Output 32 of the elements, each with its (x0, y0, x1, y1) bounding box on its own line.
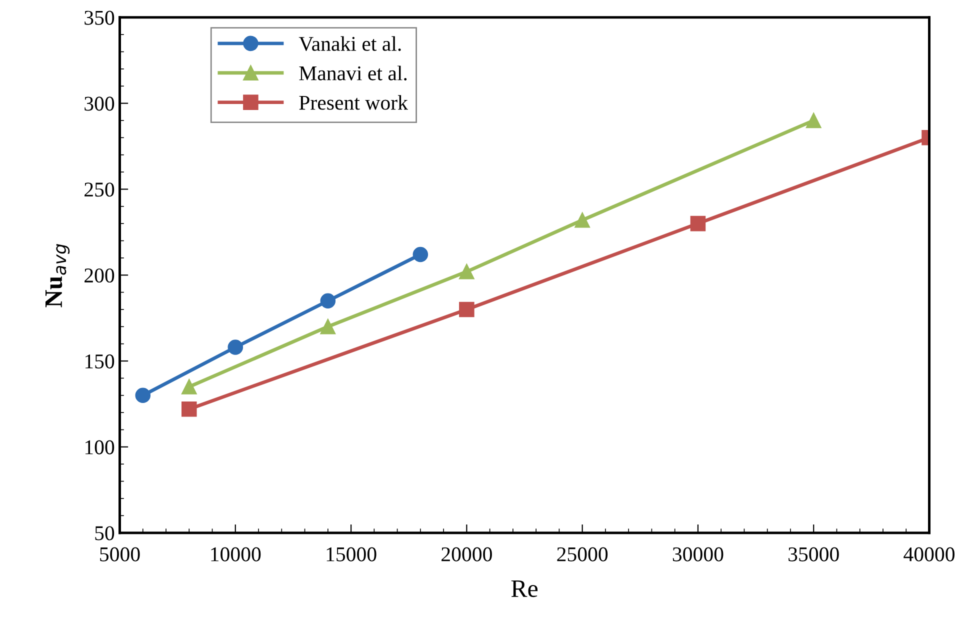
y-tick-label: 150 (85, 354, 114, 368)
point (574, 212, 590, 228)
x-tick-label: 25000 (557, 547, 608, 562)
y-tick-label: 300 (84, 96, 114, 111)
y-tick-label: 100 (85, 440, 114, 454)
legend-label: Present work (299, 95, 408, 110)
point (228, 340, 244, 355)
y-tick-label: 350 (84, 10, 114, 25)
y-axis-title: Nu$_{avg}$ (46, 244, 70, 308)
point (459, 264, 474, 280)
legend-label: Manavi et al. (299, 66, 407, 80)
point (412, 246, 428, 262)
point (181, 401, 197, 417)
point (459, 302, 474, 318)
x-tick-label: 10000 (211, 547, 261, 562)
x-tick-label: 35000 (788, 547, 839, 562)
point (690, 216, 706, 232)
y-tick-label: 50 (95, 526, 114, 540)
y-tick-label: 200 (84, 268, 114, 283)
point (320, 293, 336, 309)
x-tick-label: 5000 (100, 547, 140, 562)
x-tick-label: 20000 (442, 547, 492, 562)
point (181, 379, 197, 394)
point (135, 388, 151, 404)
x-tick-label: 40000 (904, 547, 955, 562)
point (806, 112, 822, 128)
legend-label: Vanaki et al. (298, 36, 401, 52)
x-tick-label: 30000 (672, 547, 724, 562)
x-tick-label: 15000 (326, 547, 376, 562)
y-tick-label: 250 (84, 182, 114, 197)
point (320, 319, 336, 334)
x-axis-title: Re (511, 580, 538, 598)
